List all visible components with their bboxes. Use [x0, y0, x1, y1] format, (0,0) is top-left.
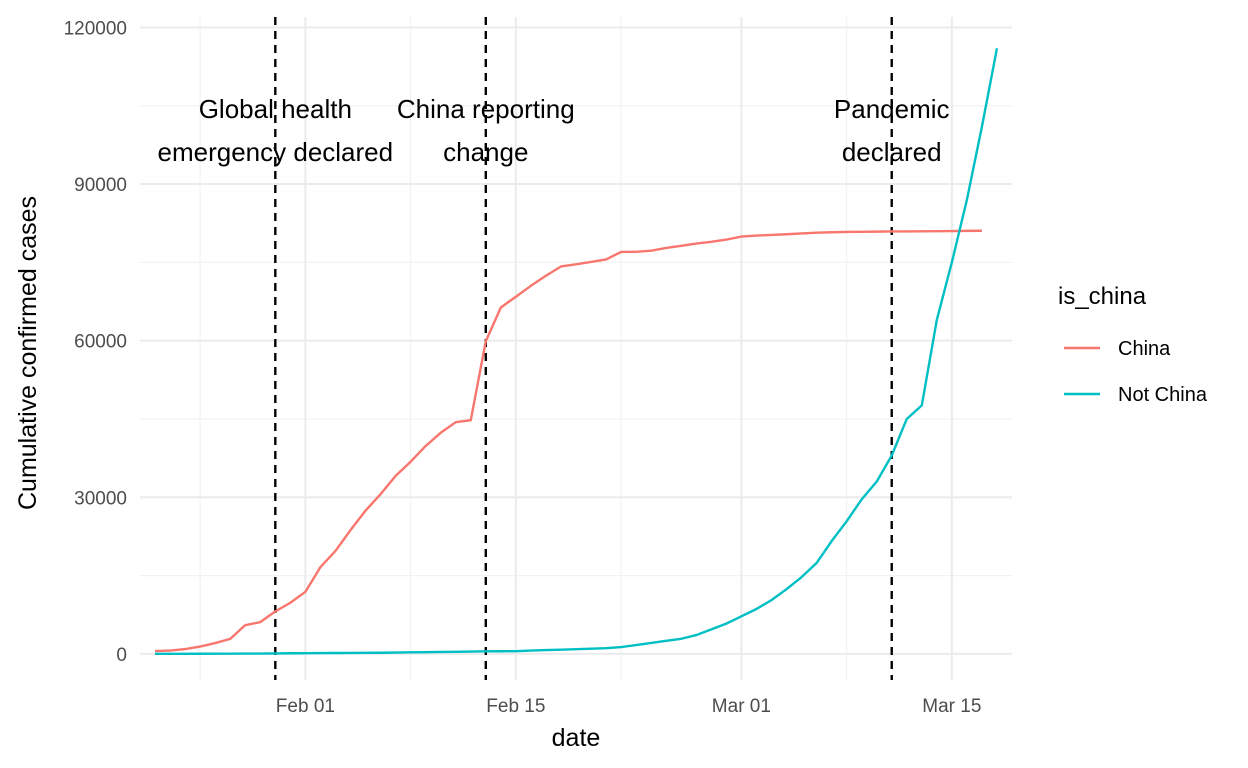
event-annotation-text: declared: [842, 137, 942, 167]
x-axis-title: date: [552, 724, 601, 752]
x-tick-label: Mar 01: [712, 696, 771, 717]
x-tick-label: Feb 01: [276, 696, 335, 717]
event-annotation-text: Global health: [199, 94, 352, 124]
y-tick-label: 0: [116, 645, 127, 666]
legend: is_china China Not China: [1058, 283, 1208, 406]
legend-title: is_china: [1058, 283, 1147, 310]
y-tick-label: 60000: [74, 332, 127, 353]
y-tick-label: 30000: [74, 488, 127, 509]
y-tick-label: 120000: [64, 18, 127, 39]
x-tick-label: Feb 15: [486, 696, 545, 717]
y-axis-title: Cumulative confirmed cases: [14, 196, 42, 510]
legend-label-not-china: Not China: [1118, 384, 1208, 406]
event-annotation-text: Pandemic: [834, 94, 950, 124]
y-axis-ticks: 0 30000 60000 90000 120000: [64, 18, 127, 665]
x-tick-label: Mar 15: [922, 696, 981, 717]
event-annotation-text: emergency declared: [158, 137, 394, 167]
event-annotation-text: change: [443, 137, 528, 167]
grid: [140, 17, 1012, 680]
series-line-not-china: [155, 48, 999, 656]
x-axis-ticks: Feb 01 Feb 15 Mar 01 Mar 15: [276, 696, 982, 717]
event-lines: [274, 17, 893, 680]
series-line-china: [154, 229, 982, 653]
event-annotation-text: China reporting: [397, 94, 575, 124]
y-tick-label: 90000: [74, 175, 127, 196]
series-lines: [154, 48, 999, 656]
legend-label-china: China: [1118, 338, 1171, 360]
